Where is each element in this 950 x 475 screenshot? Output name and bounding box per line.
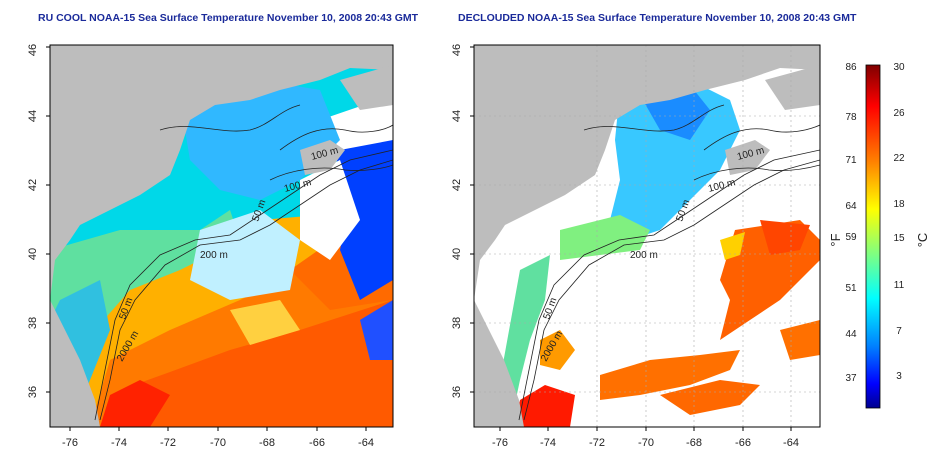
celsius-tick: 7: [896, 326, 902, 337]
celsius-unit-label: °C: [915, 233, 930, 248]
lon-tick-label: -74: [540, 437, 556, 449]
lon-tick-label: -72: [589, 437, 605, 449]
lon-tick-label: -70: [210, 437, 226, 449]
lat-tick-label: 42: [451, 179, 463, 191]
contour-label: 200 m: [200, 250, 228, 261]
lat-tick-label: 46: [451, 44, 463, 56]
lat-tick-label: 40: [27, 248, 39, 260]
left-map-frame: [49, 44, 394, 428]
fahrenheit-unit-label: °F: [828, 233, 843, 246]
right-lon-axis: -76 -74 -72 -70 -68 -66 -64: [492, 427, 799, 449]
celsius-tick: 11: [894, 280, 905, 291]
lat-tick-label: 38: [27, 317, 39, 329]
right-map-title: DECLOUDED NOAA-15 Sea Surface Temperatur…: [458, 12, 857, 24]
lon-tick-label: -66: [309, 437, 325, 449]
lon-tick-label: -74: [111, 437, 127, 449]
celsius-tick: 22: [893, 153, 905, 164]
left-lon-axis: -76 -74 -72 -70 -68 -66 -64: [62, 427, 374, 449]
fahrenheit-tick: 44: [845, 329, 857, 340]
lat-tick-label: 44: [451, 110, 463, 122]
lat-tick-label: 36: [451, 386, 463, 398]
lat-tick-label: 42: [27, 179, 39, 191]
lat-tick-label: 46: [27, 44, 39, 56]
lon-tick-label: -76: [492, 437, 508, 449]
right-sst-map: [474, 45, 820, 427]
lon-tick-label: -66: [735, 437, 751, 449]
fahrenheit-tick: 64: [845, 201, 857, 212]
right-land-mass: [474, 45, 820, 300]
celsius-tick: 3: [896, 371, 902, 382]
lat-tick-label: 38: [451, 317, 463, 329]
celsius-tick: 26: [893, 108, 905, 119]
right-map-frame: [473, 44, 821, 428]
lat-tick-label: 36: [27, 386, 39, 398]
sst-colorbar: 86 78 71 64 59 51 44 37 30 26 22 18 15 1…: [828, 62, 930, 409]
fahrenheit-tick: 59: [845, 232, 857, 243]
celsius-tick: 30: [893, 62, 905, 73]
lon-tick-label: -68: [686, 437, 702, 449]
left-sst-map: [50, 45, 393, 427]
lon-tick-label: -72: [160, 437, 176, 449]
lon-tick-label: -68: [259, 437, 275, 449]
left-land-mass: [50, 45, 393, 300]
lat-tick-label: 44: [27, 110, 39, 122]
lat-tick-label: 40: [451, 248, 463, 260]
right-lat-axis: 36 38 40 42 44 46: [451, 44, 474, 398]
right-contour-labels: 100 m 100 m 50 m 200 m 50 m 2000 m: [539, 145, 766, 363]
fahrenheit-tick: 37: [845, 373, 857, 384]
contour-label: 200 m: [630, 250, 658, 261]
celsius-tick: 18: [893, 199, 905, 210]
fahrenheit-tick: 78: [845, 112, 857, 123]
lon-tick-label: -64: [358, 437, 374, 449]
fahrenheit-tick: 71: [845, 155, 857, 166]
lon-tick-label: -70: [638, 437, 654, 449]
fahrenheit-tick: 86: [845, 62, 857, 73]
fahrenheit-tick: 51: [845, 283, 857, 294]
left-map-title: RU COOL NOAA-15 Sea Surface Temperature …: [38, 12, 419, 24]
lon-tick-label: -64: [783, 437, 799, 449]
celsius-tick: 15: [893, 233, 905, 244]
left-lat-axis: 36 38 40 42 44 46: [27, 44, 50, 398]
lon-tick-label: -76: [62, 437, 78, 449]
colorbar-gradient: [865, 64, 881, 409]
